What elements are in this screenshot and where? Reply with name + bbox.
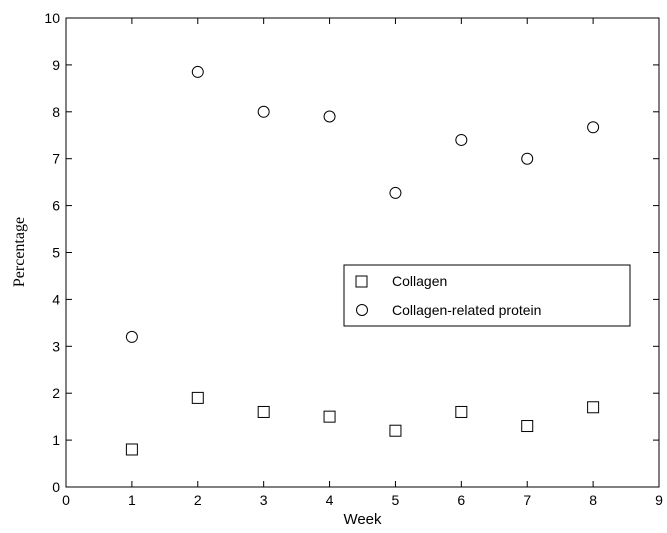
x-tick-label: 6 [457, 492, 465, 508]
x-tick-label: 5 [392, 492, 400, 508]
point-collagen-related-protein [587, 121, 600, 134]
point-collagen [125, 443, 138, 456]
x-tick-label: 9 [655, 492, 663, 508]
y-tick-label: 0 [52, 479, 60, 495]
point-collagen-related-protein [323, 110, 336, 123]
axis-ticks [65, 17, 660, 488]
plot-area [65, 17, 660, 488]
legend-label-collagen: Collagen [392, 273, 447, 289]
axis-tick-labels: 0 1 2 3 4 5 6 7 8 9 0 1 2 3 4 5 6 7 8 9 10 [44, 10, 663, 508]
point-collagen [455, 405, 468, 418]
legend-label-collagen-related-protein: Collagen-related protein [392, 302, 541, 318]
data-points [125, 65, 600, 456]
y-axis-title: Percentage [11, 217, 28, 287]
point-collagen [389, 424, 402, 437]
y-tick-label: 10 [44, 10, 60, 26]
x-tick-label: 3 [260, 492, 268, 508]
point-collagen-related-protein [191, 65, 204, 78]
y-tick-label: 8 [52, 104, 60, 120]
y-tick-label: 4 [52, 291, 60, 307]
y-tick-label: 3 [52, 338, 60, 354]
x-tick-label: 4 [326, 492, 334, 508]
x-tick-label: 1 [128, 492, 136, 508]
y-tick-label: 2 [52, 385, 60, 401]
point-collagen [587, 401, 600, 414]
point-collagen-related-protein [455, 133, 468, 146]
point-collagen-related-protein [125, 330, 138, 343]
x-tick-label: 8 [589, 492, 597, 508]
point-collagen-related-protein [521, 152, 534, 165]
y-tick-label: 5 [52, 245, 60, 261]
y-tick-label: 9 [52, 57, 60, 73]
y-tick-label: 6 [52, 198, 60, 214]
x-tick-label: 0 [62, 492, 70, 508]
y-tick-label: 7 [52, 151, 60, 167]
x-tick-label: 7 [523, 492, 531, 508]
point-collagen [191, 391, 204, 404]
point-collagen-related-protein [257, 105, 270, 118]
legend-marker-collagen [355, 275, 368, 288]
point-collagen [521, 420, 534, 433]
x-axis-title: Week [343, 511, 382, 528]
legend-marker-collagen-related-protein [356, 304, 368, 316]
x-tick-label: 2 [194, 492, 202, 508]
point-collagen [323, 410, 336, 423]
legend-box [343, 264, 631, 327]
point-collagen-related-protein [389, 186, 402, 199]
legend: Collagen Collagen-related protein [343, 264, 631, 327]
point-collagen [257, 405, 270, 418]
y-tick-label: 1 [52, 432, 60, 448]
